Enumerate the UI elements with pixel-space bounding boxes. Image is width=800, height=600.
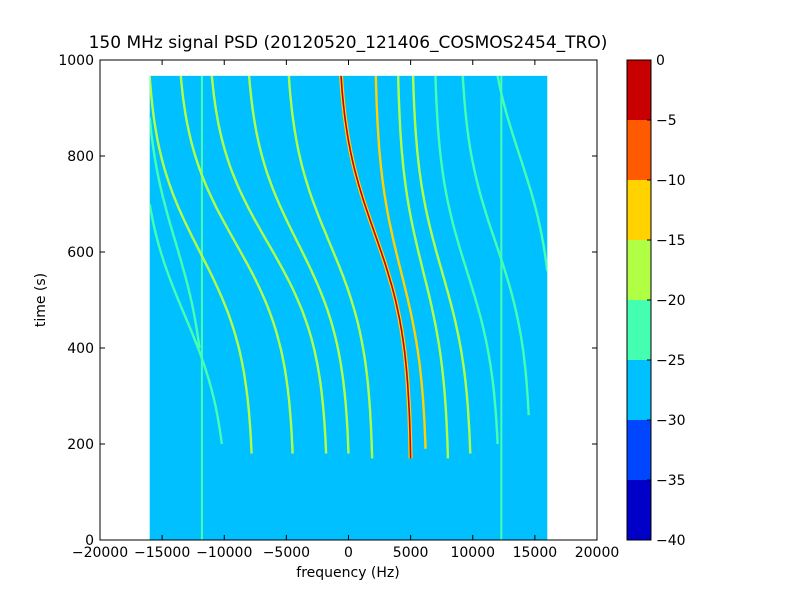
- y-tick-label: 0: [85, 533, 94, 549]
- colorbar-segment: [627, 420, 651, 480]
- signal-trace: [247, 75, 350, 454]
- colorbar-segment: [627, 120, 651, 180]
- plot-area: [99, 59, 598, 541]
- signal-trace: [434, 75, 499, 445]
- colorbar: −40 −35 −30 −25 −20 −15 −10 −5 0: [626, 53, 686, 549]
- colorbar-tick-label: −30: [656, 413, 686, 429]
- x-tick-label: 10000: [450, 545, 495, 561]
- signal-trace: [287, 75, 374, 459]
- data-region: [149, 75, 548, 540]
- x-tick-label: −15000: [134, 545, 190, 561]
- signal-trace: [411, 75, 472, 454]
- colorbar-tick-label: −35: [656, 473, 686, 489]
- signal-trace: [374, 75, 427, 449]
- signal-trace: [210, 75, 328, 454]
- x-tick-label: 0: [344, 545, 353, 561]
- y-tick-label: 200: [67, 437, 94, 453]
- signal-trace: [149, 117, 201, 349]
- colorbar-segment: [627, 360, 651, 420]
- signal-trace: [149, 203, 223, 445]
- x-tick-label: −10000: [196, 545, 252, 561]
- x-tick-label: 5000: [393, 545, 429, 561]
- signal-trace: [496, 75, 548, 272]
- y-tick-label: 1000: [58, 53, 94, 69]
- heatmap-layer: [149, 75, 548, 540]
- signal-trace: [397, 75, 450, 459]
- y-tick-label: 400: [67, 341, 94, 357]
- colorbar-tick-label: −40: [656, 533, 686, 549]
- colorbar-tick-label: −10: [656, 173, 686, 189]
- x-axis-label: frequency (Hz): [296, 565, 399, 581]
- colorbar-segment: [627, 300, 651, 360]
- y-axis-label: time (s): [33, 273, 49, 327]
- colorbar-segment: [627, 240, 651, 300]
- colorbar-segment: [627, 480, 651, 540]
- colorbar-tick-label: 0: [656, 53, 665, 69]
- colorbar-segment: [627, 180, 651, 240]
- x-tick-label: 20000: [575, 545, 620, 561]
- y-axis: 0 200 400 600 800 1000: [58, 53, 597, 549]
- x-axis: −20000 −15000 −10000 −5000 0 5000 10000 15000 20…: [72, 60, 619, 561]
- x-tick-label: −20000: [72, 545, 128, 561]
- colorbar-tick-label: −20: [656, 293, 686, 309]
- signal-trace: [461, 75, 530, 416]
- x-tick-label: 15000: [513, 545, 558, 561]
- colorbar-tick-label: −5: [656, 113, 677, 129]
- trace-group: [149, 75, 548, 540]
- signal-trace: [179, 75, 294, 454]
- y-tick-label: 600: [67, 245, 94, 261]
- colorbar-tick-label: −25: [656, 353, 686, 369]
- chart-title: 150 MHz signal PSD (20120520_121406_COSM…: [89, 33, 608, 53]
- signal-trace: [149, 75, 253, 454]
- colorbar-segment: [627, 60, 651, 120]
- y-tick-label: 800: [67, 149, 94, 165]
- signal-trace: [340, 75, 412, 459]
- x-tick-label: −5000: [263, 545, 310, 561]
- colorbar-tick-label: −15: [656, 233, 686, 249]
